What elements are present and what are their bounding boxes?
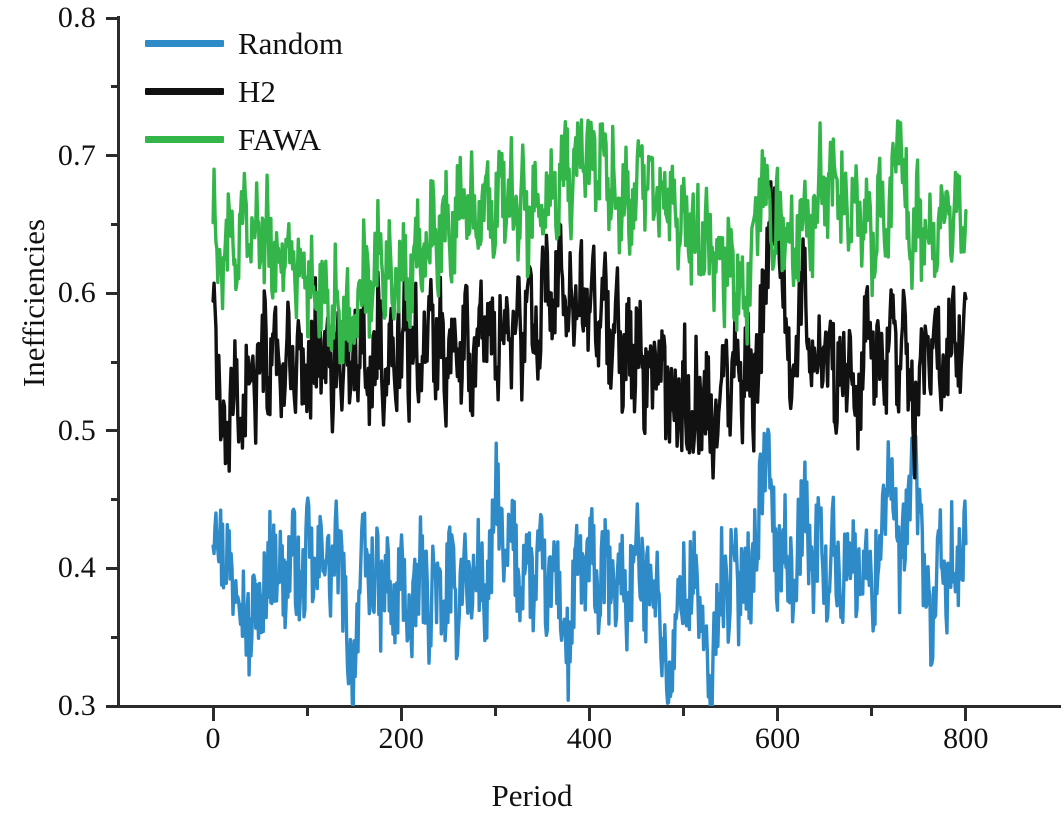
x-tick-major [399, 708, 403, 721]
legend-label: FAWA [238, 121, 322, 157]
legend-swatch-icon [145, 135, 224, 143]
x-tick-label: 0 [205, 722, 221, 755]
plot-area [119, 18, 1060, 706]
legend-label: H2 [238, 73, 276, 109]
y-tick-label: 0.7 [57, 138, 96, 172]
y-tick-major [106, 16, 119, 20]
x-tick-major [588, 708, 591, 721]
legend-label: Random [238, 25, 344, 61]
x-tick-label: 200 [378, 722, 425, 755]
y-tick-label: 0.6 [57, 276, 96, 310]
y-tick-label-group: 0.3 0.4 0.5 0.6 0.7 0.8 [0, 0, 96, 826]
y-tick-group [99, 0, 119, 826]
x-tick-label: 400 [566, 722, 613, 755]
x-tick-major [964, 708, 968, 721]
x-tick-major [776, 708, 780, 721]
y-tick-major [106, 154, 119, 158]
y-tick-minor [111, 85, 119, 89]
x-axis-title: Period [491, 778, 573, 813]
x-tick-label-group: 0 200 400 600 800 [0, 722, 1064, 766]
y-axis-spine [117, 16, 120, 708]
legend-item-fawa[interactable]: FAWA [145, 122, 343, 156]
y-tick-label: 0.3 [57, 689, 96, 722]
x-tick-minor [682, 708, 686, 716]
y-tick-minor [111, 498, 119, 502]
y-tick-minor [111, 222, 119, 226]
x-tick-major [211, 708, 215, 721]
x-tick-label: 800 [943, 722, 989, 755]
x-tick-minor [493, 708, 497, 716]
y-tick-minor [111, 635, 119, 639]
legend-item-h2[interactable]: H2 [145, 74, 343, 108]
x-tick-label: 600 [754, 722, 801, 755]
legend-swatch-icon [145, 87, 224, 95]
series-line-random [211, 427, 968, 706]
y-tick-major [106, 566, 119, 570]
legend-swatch-icon [145, 39, 224, 47]
series-canvas [211, 118, 968, 706]
legend-item-random[interactable]: Random [145, 26, 343, 60]
x-tick-minor [870, 708, 874, 716]
x-tick-minor [305, 708, 309, 716]
x-tick-group [0, 708, 1064, 728]
chart-legend: Random H2 FAWA [145, 26, 343, 156]
series-line-fawa [211, 118, 968, 365]
x-axis-spine [117, 705, 1061, 708]
y-tick-major [106, 704, 119, 708]
y-tick-label: 0.8 [57, 1, 96, 34]
y-tick-label: 0.4 [57, 551, 96, 585]
y-tick-major [106, 291, 119, 295]
y-tick-minor [111, 360, 119, 364]
y-tick-major [106, 429, 119, 433]
y-tick-label: 0.5 [57, 413, 96, 447]
